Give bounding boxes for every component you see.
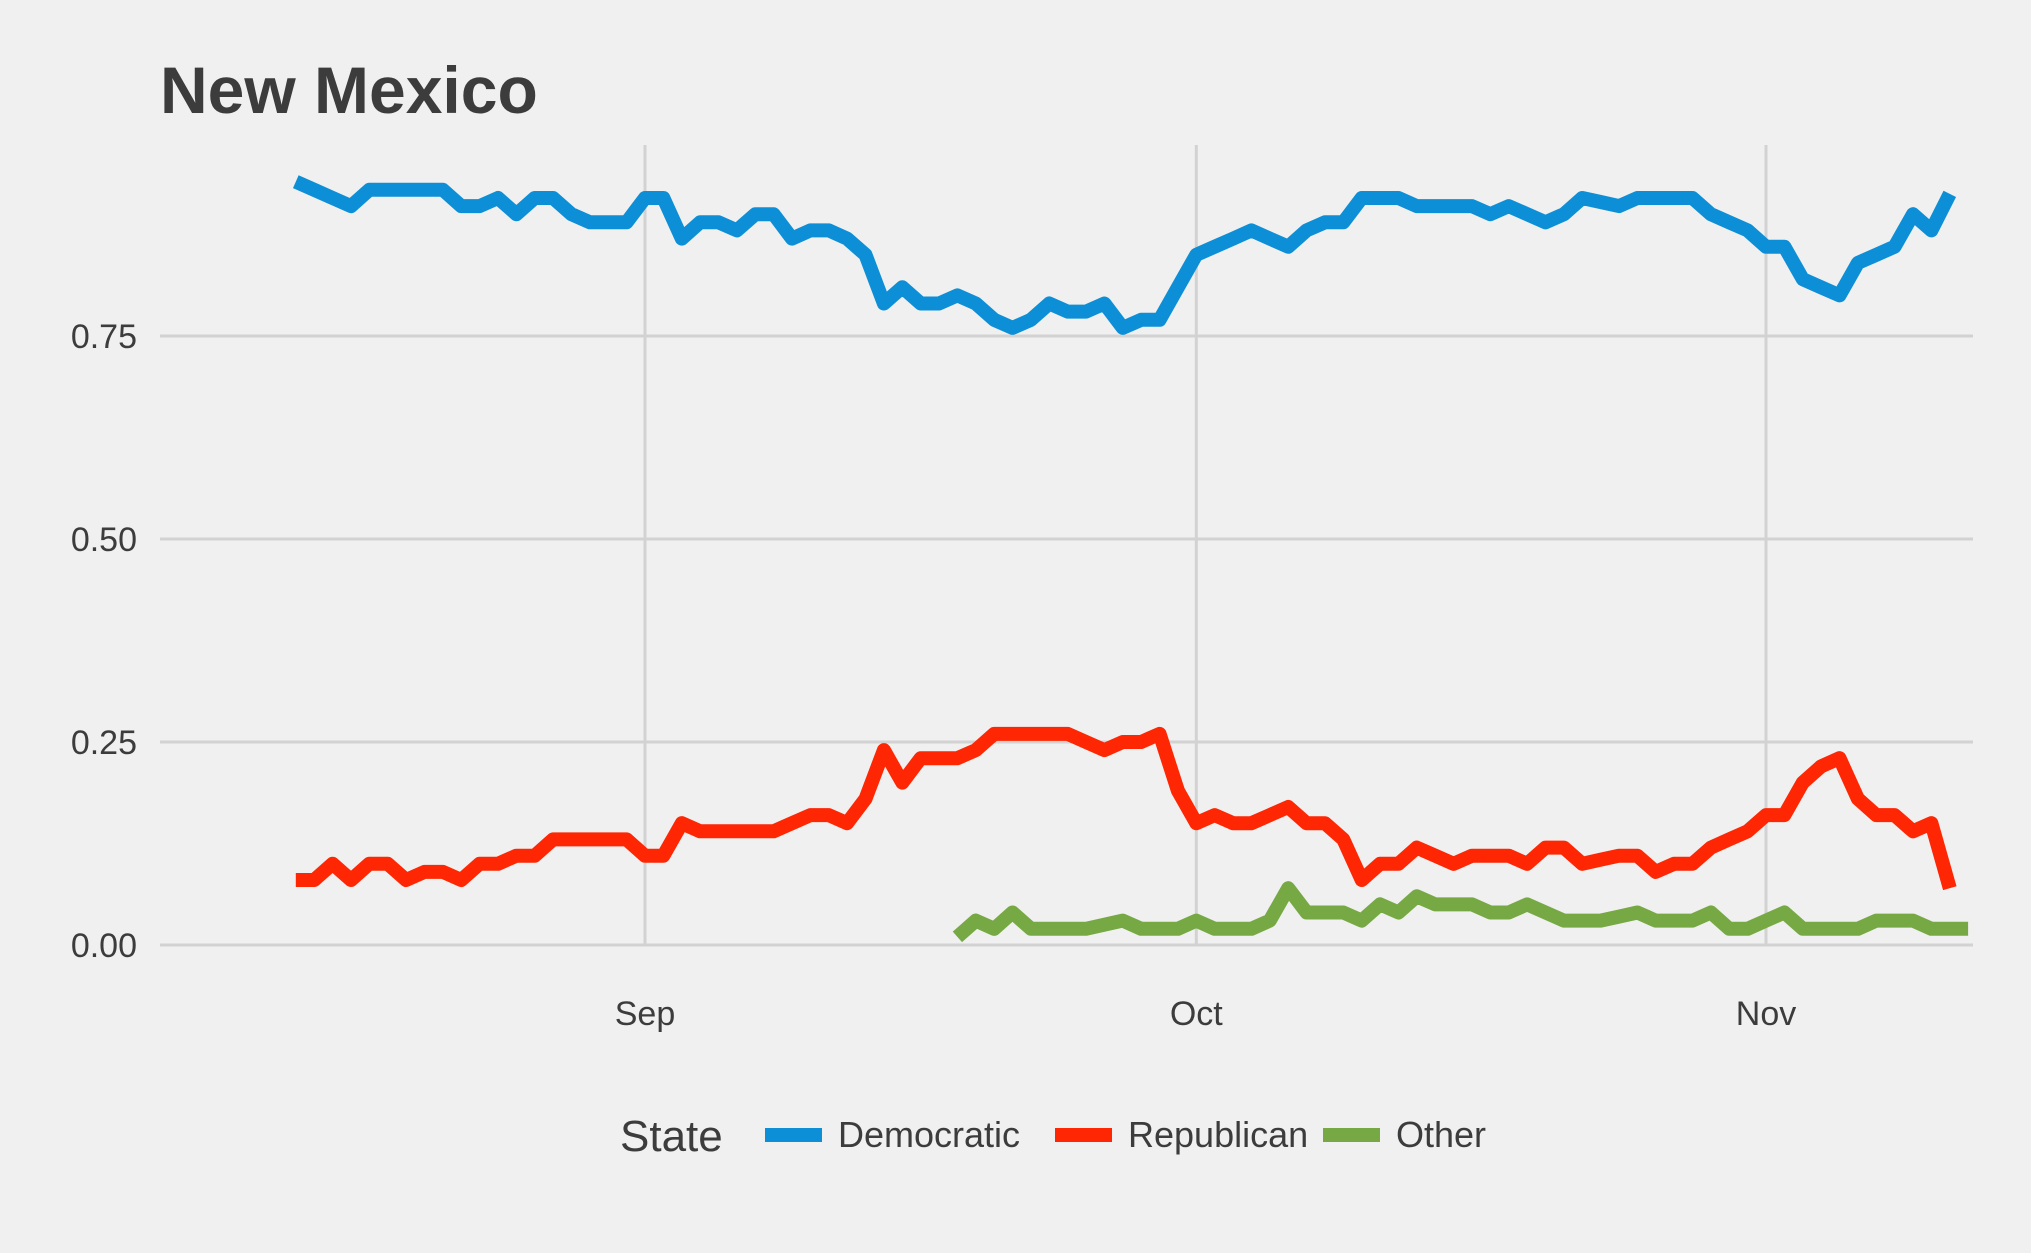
x-tick-label: Oct xyxy=(1170,995,1223,1033)
y-tick-label: 0.75 xyxy=(71,318,137,356)
x-tick-label: Sep xyxy=(615,995,676,1033)
legend-title: State xyxy=(620,1112,723,1161)
series-line-other xyxy=(952,881,1969,943)
series-line-republican xyxy=(295,726,1957,891)
chart-title: New Mexico xyxy=(160,53,538,127)
series-lines xyxy=(292,175,1969,943)
grid xyxy=(160,145,1973,947)
y-tick-label: 0.50 xyxy=(71,521,137,559)
legend-label-republican: Republican xyxy=(1128,1114,1308,1155)
y-tick-label: 0.25 xyxy=(71,724,137,762)
legend-label-other: Other xyxy=(1396,1114,1486,1155)
series-line-democratic xyxy=(292,175,1957,335)
legend: State Democratic Republican Other xyxy=(620,1112,1486,1161)
y-tick-label: 0.00 xyxy=(71,927,137,965)
legend-label-democratic: Democratic xyxy=(838,1114,1020,1155)
x-axis-ticks: Sep Oct Nov xyxy=(615,995,1796,1033)
y-axis-ticks: 0.00 0.25 0.50 0.75 xyxy=(71,318,137,965)
x-tick-label: Nov xyxy=(1736,995,1796,1033)
